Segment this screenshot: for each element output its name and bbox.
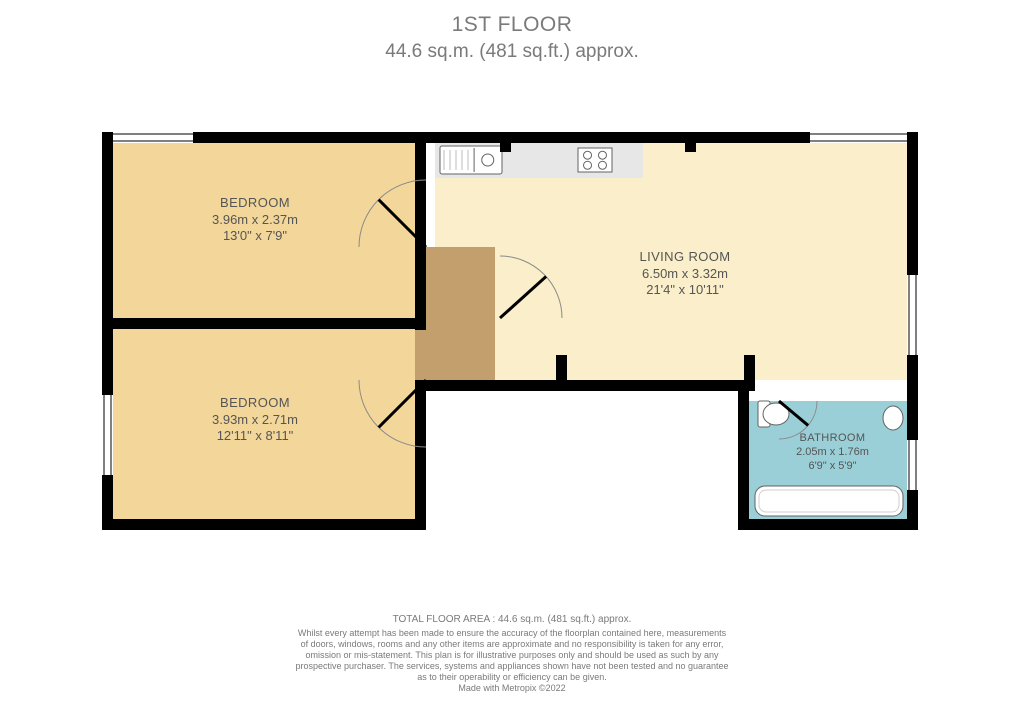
footer-line: of doors, windows, rooms and any other i… [0, 639, 1024, 650]
floorplan-svg [0, 0, 1024, 721]
footer-line: Whilst every attempt has been made to en… [0, 628, 1024, 639]
floorplan-canvas: 1ST FLOOR 44.6 sq.m. (481 sq.ft.) approx… [0, 0, 1024, 721]
label-bathroom: BATHROOM 2.05m x 1.76m 6'9" x 5'9" [760, 432, 905, 473]
label-bedroom1: BEDROOM 3.96m x 2.37m 13'0" x 7'9" [170, 195, 340, 245]
footer-line: as to their operability or efficiency ca… [0, 672, 1024, 683]
label-living: LIVING ROOM 6.50m x 3.32m 21'4" x 10'11" [595, 249, 775, 299]
footer-line: prospective purchaser. The services, sys… [0, 661, 1024, 672]
footer-line: omission or mis-statement. This plan is … [0, 650, 1024, 661]
label-bedroom2: BEDROOM 3.93m x 2.71m 12'11" x 8'11" [170, 395, 340, 445]
footer-total: TOTAL FLOOR AREA : 44.6 sq.m. (481 sq.ft… [0, 614, 1024, 627]
footer-credit: Made with Metropix ©2022 [0, 683, 1024, 694]
